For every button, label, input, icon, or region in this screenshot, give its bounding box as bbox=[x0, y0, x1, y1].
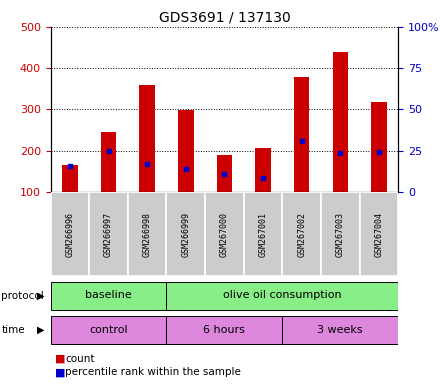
Text: GSM266998: GSM266998 bbox=[143, 212, 152, 257]
Bar bbox=[294, 77, 309, 192]
Text: protocol: protocol bbox=[1, 291, 44, 301]
Text: olive oil consumption: olive oil consumption bbox=[223, 290, 341, 300]
Bar bbox=[359, 192, 398, 276]
Bar bbox=[216, 155, 232, 192]
Bar bbox=[166, 192, 205, 276]
Text: ■: ■ bbox=[55, 354, 66, 364]
Text: baseline: baseline bbox=[85, 290, 132, 300]
Text: 3 weeks: 3 weeks bbox=[317, 324, 363, 334]
Title: GDS3691 / 137130: GDS3691 / 137130 bbox=[158, 10, 290, 24]
Bar bbox=[51, 282, 166, 310]
Bar bbox=[321, 192, 359, 276]
Text: GSM267001: GSM267001 bbox=[259, 212, 268, 257]
Bar bbox=[282, 316, 398, 344]
Bar bbox=[255, 148, 271, 192]
Text: percentile rank within the sample: percentile rank within the sample bbox=[65, 367, 241, 377]
Text: GSM267000: GSM267000 bbox=[220, 212, 229, 257]
Bar bbox=[166, 282, 398, 310]
Bar bbox=[244, 192, 282, 276]
Text: GSM267004: GSM267004 bbox=[374, 212, 383, 257]
Text: ■: ■ bbox=[55, 367, 66, 377]
Text: control: control bbox=[89, 324, 128, 334]
Bar bbox=[333, 52, 348, 192]
Text: 6 hours: 6 hours bbox=[203, 324, 246, 334]
Text: GSM267003: GSM267003 bbox=[336, 212, 345, 257]
Bar bbox=[371, 102, 387, 192]
Bar bbox=[89, 192, 128, 276]
Text: count: count bbox=[65, 354, 95, 364]
Bar bbox=[128, 192, 166, 276]
Bar bbox=[205, 192, 244, 276]
Bar bbox=[178, 110, 194, 192]
Bar bbox=[62, 165, 77, 192]
Bar bbox=[166, 316, 282, 344]
Text: ▶: ▶ bbox=[37, 291, 44, 301]
Text: GSM267002: GSM267002 bbox=[297, 212, 306, 257]
Bar bbox=[51, 192, 89, 276]
Text: ▶: ▶ bbox=[37, 325, 44, 335]
Bar bbox=[101, 132, 116, 192]
Bar bbox=[282, 192, 321, 276]
Text: GSM266999: GSM266999 bbox=[181, 212, 190, 257]
Text: GSM266997: GSM266997 bbox=[104, 212, 113, 257]
Bar bbox=[51, 316, 166, 344]
Text: GSM266996: GSM266996 bbox=[66, 212, 74, 257]
Text: time: time bbox=[1, 325, 25, 335]
Bar bbox=[139, 85, 155, 192]
